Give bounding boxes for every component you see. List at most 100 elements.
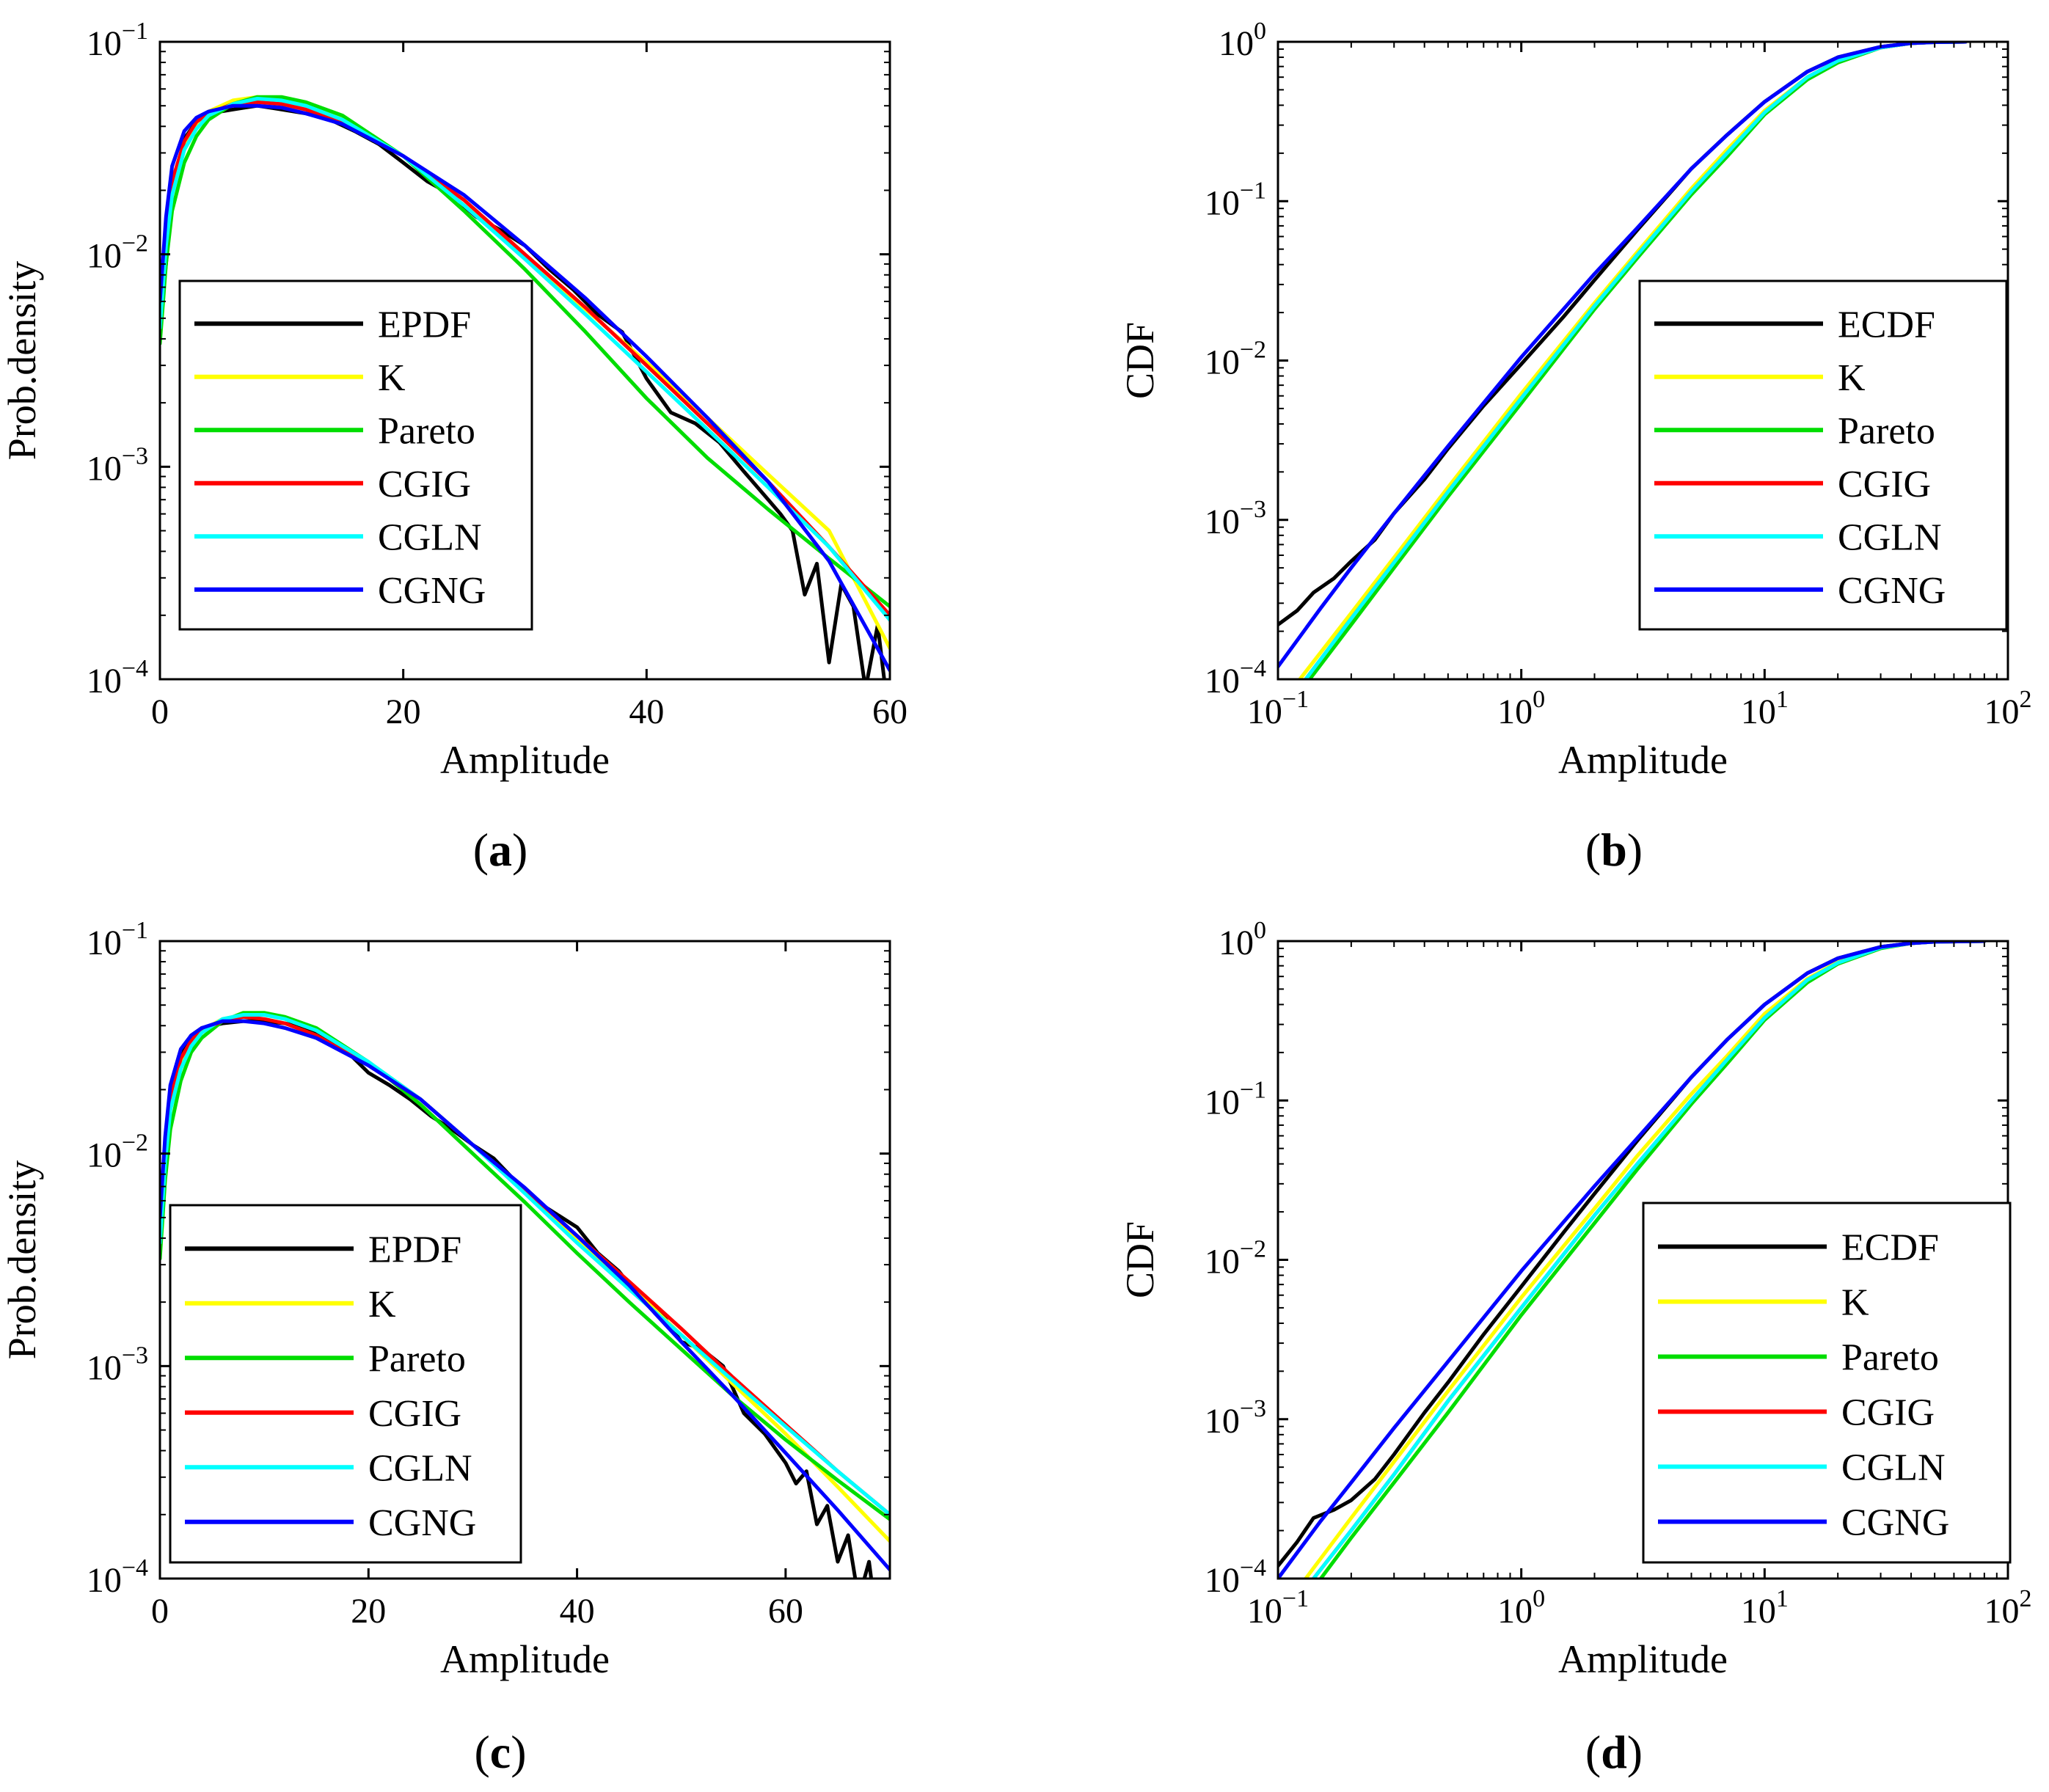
legend-label-pareto: Pareto	[1841, 1337, 1939, 1379]
panel-b-plot-area: 10−1 100 101 102 10−4 10−3 10−2 10−1 100 Amplitud…	[1118, 18, 2032, 782]
legend-label-ecdf: ECDF	[1841, 1227, 1939, 1269]
panel-d: 10−1 100 101 102 10−4 10−3 10−2 10−1 100 Amplitud…	[1118, 917, 2032, 1778]
legend-box	[169, 1204, 522, 1564]
legend-label-cgln: CGLN	[1838, 516, 1942, 558]
panel-c: 0 20 40 60 10−4 10−3 10−2 10−1 Amplitude Prob.den…	[0, 917, 891, 1778]
x-axis-label: Amplitude	[440, 1637, 610, 1681]
series-line-cgng	[1278, 941, 1987, 1579]
y-axis-label: CDF	[1118, 1221, 1162, 1298]
series-line-cgln	[160, 97, 890, 622]
y-axis-label: Prob.density	[0, 1160, 44, 1360]
series-line-cgig	[160, 100, 890, 618]
x-tick-label: 101	[1741, 1585, 1789, 1631]
x-tick-label: 0	[151, 692, 169, 731]
legend-label-k: K	[1838, 357, 1866, 399]
y-tick-label: 10−4	[87, 655, 148, 701]
y-tick-label: 10−1	[87, 917, 148, 962]
legend-label-epdf: EPDF	[378, 304, 471, 345]
legend-label-cgig: CGIG	[1841, 1392, 1935, 1434]
legend-label-cgln: CGLN	[368, 1447, 472, 1489]
y-tick-label: 10−2	[1205, 1236, 1266, 1281]
x-tick-label: 100	[1497, 1585, 1545, 1631]
legend-box	[1638, 279, 2008, 631]
legend-label-pareto: Pareto	[378, 410, 475, 452]
series-line-cgng	[160, 103, 890, 673]
panel-b: 10−1 100 101 102 10−4 10−3 10−2 10−1 100 Amplitud…	[1118, 18, 2032, 876]
x-tick-label: 60	[872, 692, 907, 731]
legend-label-pareto: Pareto	[368, 1338, 466, 1380]
panel-c-legend: EPDF K Pareto CGIG CGLN CGNG	[169, 1204, 522, 1564]
y-axis-label: CDF	[1118, 322, 1162, 399]
panel-b-legend: ECDF K Pareto CGIG CGLN CGNG	[1638, 279, 2008, 631]
y-tick-label: 10−3	[1205, 496, 1266, 541]
panel-a-plot-area: 0 20 40 60 10−4 10−3 10−2 10−1 Amplitude Prob.den…	[0, 18, 907, 782]
legend-label-cgln: CGLN	[378, 516, 482, 558]
y-tick-label: 10−4	[87, 1554, 148, 1600]
legend-label-epdf: EPDF	[368, 1229, 461, 1270]
series-line-epdf	[160, 103, 886, 679]
panel-a: 0 20 40 60 10−4 10−3 10−2 10−1 Amplitude Prob.den…	[0, 18, 907, 876]
legend-label-cgng: CGNG	[1838, 570, 1946, 612]
series-line-cgng	[1278, 42, 1968, 669]
legend-label-cgig: CGIG	[1838, 464, 1931, 505]
y-tick-label: 10−4	[1205, 1554, 1266, 1600]
panel-d-curves	[1278, 941, 1987, 1579]
x-tick-label: 60	[768, 1592, 803, 1631]
x-tick-label: 10−1	[1247, 686, 1309, 731]
panel-a-curves	[160, 95, 890, 679]
y-tick-label: 10−3	[87, 442, 148, 488]
x-tick-label: 102	[1984, 1585, 2032, 1631]
legend-label-cgng: CGNG	[378, 570, 486, 612]
series-line-cgng	[160, 1019, 890, 1572]
panel-b-label: (b)	[1585, 824, 1643, 876]
legend-label-k: K	[378, 357, 406, 399]
legend-label-cgng: CGNG	[368, 1502, 476, 1544]
panel-a-axes-box	[158, 40, 891, 681]
legend-label-cgig: CGIG	[368, 1393, 461, 1435]
y-tick-label: 10−2	[87, 1130, 148, 1175]
legend-label-cgln: CGLN	[1841, 1447, 1946, 1489]
y-tick-label: 10−1	[87, 18, 148, 63]
legend-label-k: K	[368, 1284, 396, 1325]
legend-box	[178, 279, 533, 631]
panel-c-plot-area: 0 20 40 60 10−4 10−3 10−2 10−1 Amplitude Prob.den…	[0, 917, 891, 1681]
x-tick-label: 0	[151, 1592, 169, 1631]
y-tick-label: 100	[1219, 18, 1266, 63]
x-tick-label: 40	[560, 1592, 595, 1631]
y-tick-label: 10−1	[1205, 1076, 1266, 1122]
x-tick-label: 20	[386, 692, 421, 731]
x-axis-label: Amplitude	[1558, 738, 1728, 782]
legend-label-cgig: CGIG	[378, 464, 471, 505]
y-tick-label: 10−4	[1205, 655, 1266, 701]
x-axis-label: Amplitude	[440, 738, 610, 782]
y-tick-label: 10−3	[1205, 1395, 1266, 1441]
x-tick-label: 40	[629, 692, 664, 731]
panel-c-label: (c)	[474, 1726, 526, 1778]
legend-label-k: K	[1841, 1282, 1869, 1324]
x-tick-label: 101	[1741, 686, 1789, 731]
x-tick-label: 10−1	[1247, 1585, 1309, 1631]
y-tick-label: 10−2	[87, 230, 148, 276]
panel-d-plot-area: 10−1 100 101 102 10−4 10−3 10−2 10−1 100 Amplitud…	[1118, 917, 2032, 1681]
legend-box	[1642, 1202, 2012, 1564]
legend-label-pareto: Pareto	[1838, 410, 1935, 452]
series-line-pareto	[160, 95, 890, 609]
panel-c-axes-box	[158, 940, 891, 1580]
y-tick-label: 100	[1219, 917, 1266, 962]
panel-c-curves	[160, 1011, 890, 1579]
y-tick-label: 10−3	[87, 1342, 148, 1387]
y-tick-label: 10−1	[1205, 177, 1266, 222]
y-axis-label: Prob.density	[0, 261, 44, 461]
panel-b-curves	[1278, 42, 1968, 679]
panel-d-label: (d)	[1585, 1726, 1643, 1778]
x-tick-label: 20	[351, 1592, 386, 1631]
legend-label-cgng: CGNG	[1841, 1502, 1949, 1544]
x-tick-label: 102	[1984, 686, 2032, 731]
legend-label-ecdf: ECDF	[1838, 304, 1935, 345]
x-axis-label: Amplitude	[1558, 1637, 1728, 1681]
x-tick-label: 100	[1497, 686, 1545, 731]
panel-a-legend: EPDF K Pareto CGIG CGLN CGNG	[178, 279, 533, 631]
panel-d-legend: ECDF K Pareto CGIG CGLN CGNG	[1642, 1202, 2012, 1564]
series-line-cgln	[160, 1013, 890, 1517]
